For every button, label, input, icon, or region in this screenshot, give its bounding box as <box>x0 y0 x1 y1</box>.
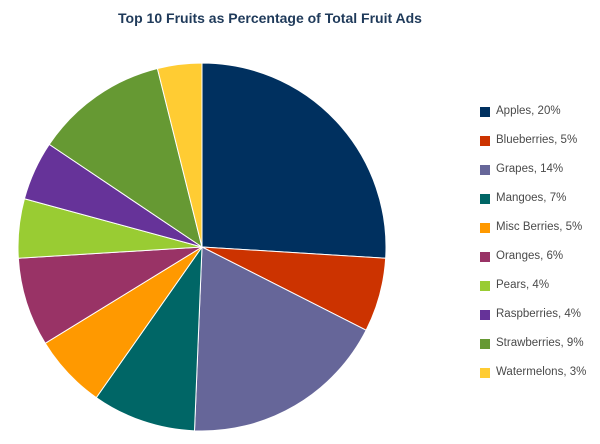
legend-swatch-apples <box>480 107 490 117</box>
pie-slice-grapes <box>193 246 367 432</box>
legend-swatch-mangoes <box>480 194 490 204</box>
legend-item-grapes: Grapes, 14% <box>480 163 595 192</box>
legend-item-pears: Pears, 4% <box>480 279 595 308</box>
legend-label-strawberries: Strawberries, 9% <box>496 337 584 349</box>
legend-label-pears: Pears, 4% <box>496 279 550 291</box>
legend-item-misc-berries: Misc Berries, 5% <box>480 221 595 250</box>
pie-slice-mangoes <box>95 245 203 432</box>
legend-label-watermelons: Watermelons, 3% <box>496 366 587 378</box>
legend-swatch-strawberries <box>480 339 490 349</box>
legend-swatch-misc-berries <box>480 223 490 233</box>
legend-item-strawberries: Strawberries, 9% <box>480 337 595 366</box>
legend-label-blueberries: Blueberries, 5% <box>496 134 578 146</box>
pie-slice-strawberries <box>48 67 203 249</box>
legend-item-mangoes: Mangoes, 7% <box>480 192 595 221</box>
legend-item-raspberries: Raspberries, 4% <box>480 308 595 337</box>
legend-swatch-raspberries <box>480 310 490 320</box>
legend-label-mangoes: Mangoes, 7% <box>496 192 567 204</box>
legend-swatch-watermelons <box>480 368 490 378</box>
chart-title: Top 10 Fruits as Percentage of Total Fru… <box>118 10 422 26</box>
legend-swatch-pears <box>480 281 490 291</box>
legend-item-apples: Apples, 20% <box>480 105 595 134</box>
legend-swatch-oranges <box>480 252 490 262</box>
pie-slice-apples <box>201 62 387 259</box>
legend-label-grapes: Grapes, 14% <box>496 163 564 175</box>
legend-item-oranges: Oranges, 6% <box>480 250 595 279</box>
legend-label-oranges: Oranges, 6% <box>496 250 564 262</box>
legend-item-watermelons: Watermelons, 3% <box>480 366 595 395</box>
legend-label-misc-berries: Misc Berries, 5% <box>496 221 583 233</box>
chart-legend: Apples, 20% Blueberries, 5% Grapes, 14% Man… <box>480 105 595 395</box>
pie-slice-watermelons <box>156 62 203 248</box>
legend-swatch-grapes <box>480 165 490 175</box>
legend-label-raspberries: Raspberries, 4% <box>496 308 582 320</box>
legend-label-apples: Apples, 20% <box>496 105 561 117</box>
legend-item-blueberries: Blueberries, 5% <box>480 134 595 163</box>
legend-swatch-blueberries <box>480 136 490 146</box>
